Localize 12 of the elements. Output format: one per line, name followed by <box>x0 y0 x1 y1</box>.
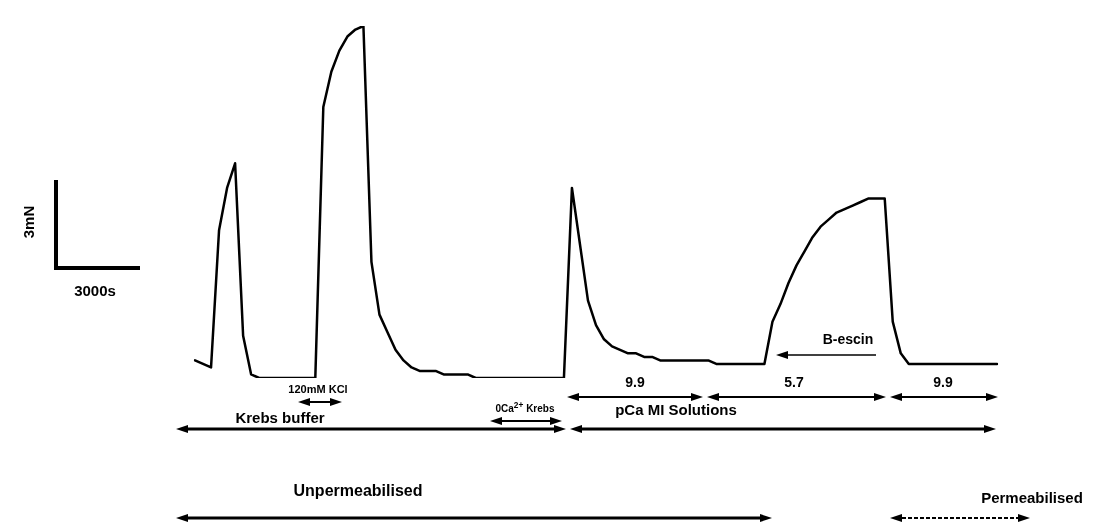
annotation: 9.9 <box>933 374 953 390</box>
text: Permeabilised <box>981 488 1083 506</box>
text: pCa MI Solutions <box>615 400 737 418</box>
text: Unpermeabilised <box>293 482 423 500</box>
annotation: 9.9 <box>625 374 645 390</box>
text: 3000s <box>74 281 116 299</box>
annotation: B-escin <box>822 331 874 347</box>
text: Krebs buffer <box>235 408 325 426</box>
text: 3mN <box>19 205 37 239</box>
text: 0Ca$^{2+}$ Krebs <box>495 399 555 415</box>
annotation: 5.7 <box>784 374 804 390</box>
text: 120mM KCl <box>288 383 348 395</box>
